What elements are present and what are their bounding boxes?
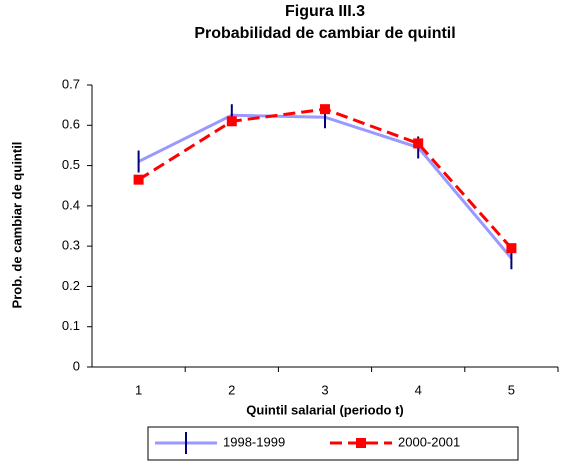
x-tick-label: 1: [135, 382, 142, 397]
legend-label: 2000-2001: [398, 434, 460, 449]
point-marker: [320, 104, 330, 115]
chart-subtitle: Probabilidad de cambiar de quintil: [194, 25, 455, 42]
x-tick-label: 5: [508, 382, 515, 397]
y-tick-label: 0: [73, 358, 80, 373]
y-tick-label: 0.1: [62, 318, 80, 333]
point-marker: [413, 138, 424, 149]
point-marker: [506, 243, 517, 254]
x-tick-label: 4: [415, 382, 422, 397]
x-axis-label: Quintil salarial (periodo t): [246, 402, 403, 417]
y-tick-label: 0.5: [62, 157, 80, 172]
y-axis-label: Prob. de cambiar de quintil: [9, 142, 24, 309]
y-tick-label: 0.4: [62, 197, 80, 212]
x-tick-label: 2: [228, 382, 235, 397]
y-tick-label: 0.6: [62, 117, 80, 132]
point-marker: [226, 116, 237, 127]
legend-label: 1998-1999: [223, 434, 285, 449]
y-tick-label: 0.3: [62, 238, 80, 253]
point-marker: [133, 174, 144, 185]
chart-title: Figura III.3: [285, 3, 365, 20]
x-tick-label: 3: [321, 382, 328, 397]
legend-marker: [356, 438, 366, 448]
y-tick-label: 0.7: [62, 76, 80, 91]
series-line: [137, 107, 513, 250]
y-tick-label: 0.2: [62, 278, 80, 293]
